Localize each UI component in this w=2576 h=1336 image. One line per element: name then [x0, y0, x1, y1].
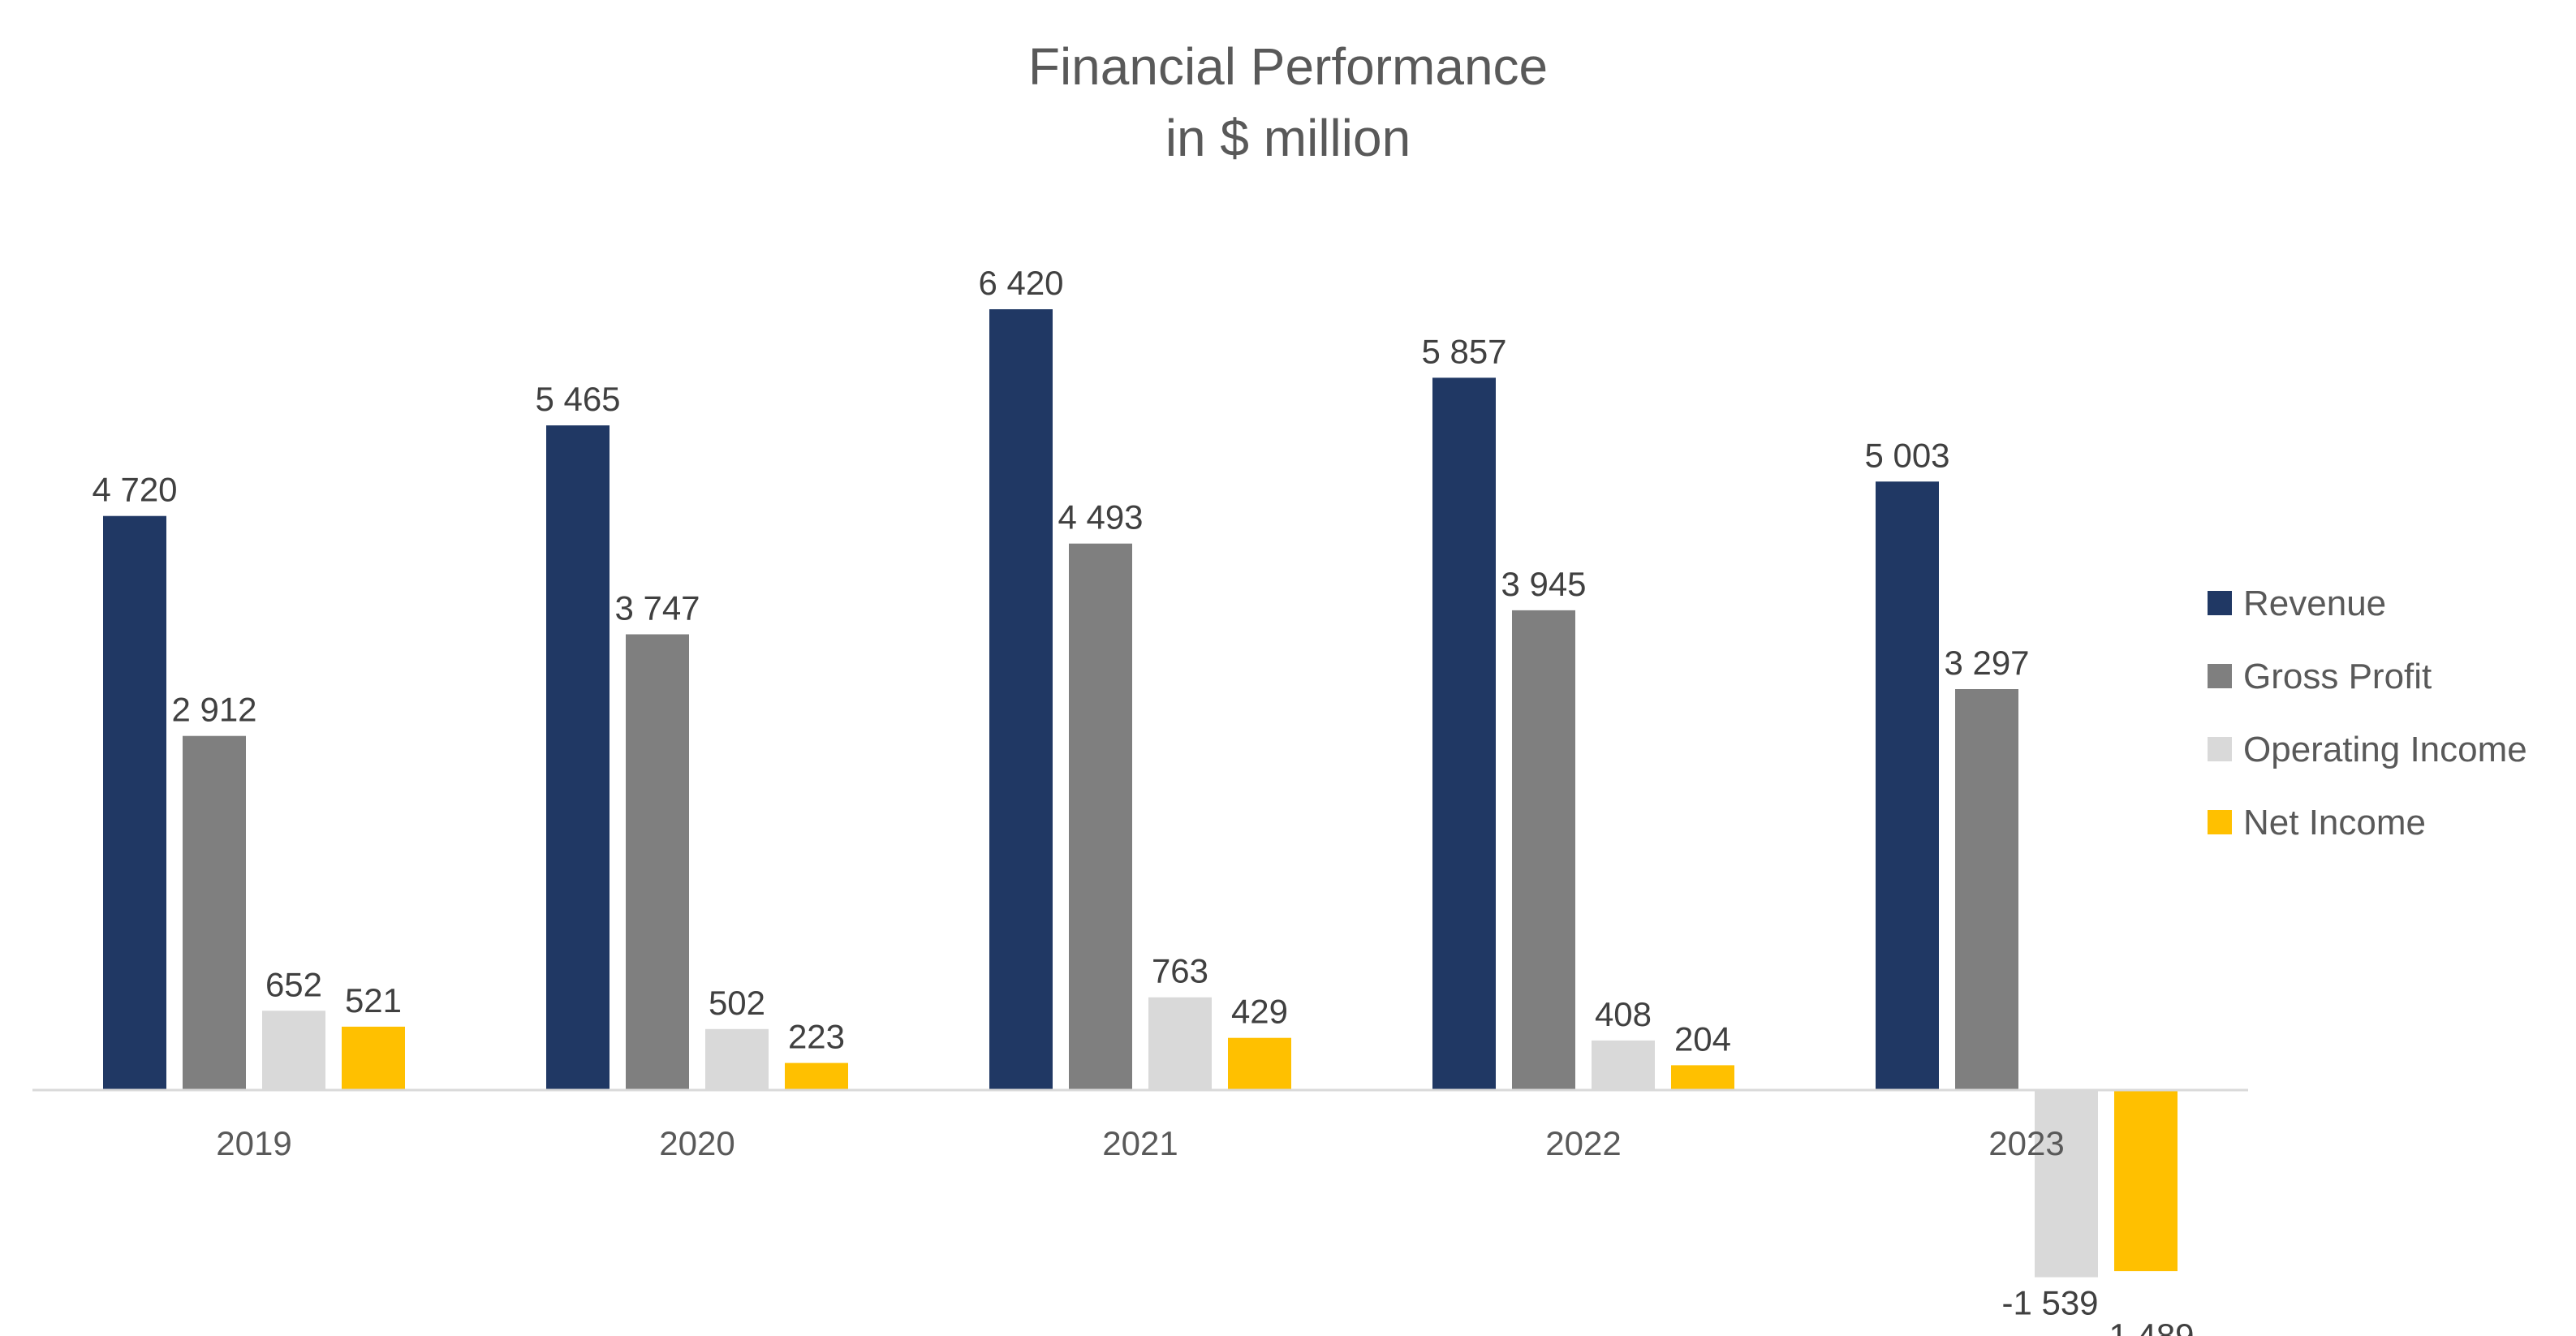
bar-revenue-2023: [1876, 481, 1939, 1090]
legend-label-gross-profit: Gross Profit: [2243, 657, 2432, 696]
bar-operating-income-2020: [705, 1028, 769, 1090]
x-tick-label-2022: 2022: [1545, 1124, 1621, 1162]
legend-label-operating-income: Operating Income: [2243, 730, 2527, 769]
data-label-revenue-2023: 5 003: [1864, 436, 1949, 474]
bar-operating-income-2019: [262, 1011, 325, 1090]
data-label-gross-profit-2019: 2 912: [171, 691, 256, 729]
bar-net-income-2021: [1228, 1037, 1291, 1090]
x-tick-label-2020: 2020: [659, 1124, 734, 1162]
bar-revenue-2022: [1432, 377, 1496, 1090]
bar-gross-profit-2023: [1955, 689, 2018, 1090]
bar-revenue-2020: [546, 425, 610, 1090]
chart-title: Financial Performance: [1028, 37, 1548, 96]
data-label-net-income-2019: 521: [345, 981, 402, 1019]
x-tick-label-2019: 2019: [216, 1124, 291, 1162]
bar-gross-profit-2020: [626, 634, 689, 1090]
bar-operating-income-2022: [1592, 1040, 1655, 1090]
bar-gross-profit-2022: [1512, 610, 1575, 1090]
legend-label-revenue: Revenue: [2243, 584, 2386, 623]
bar-revenue-2021: [989, 309, 1053, 1090]
chart-subtitle: in $ million: [1165, 109, 1411, 167]
data-label-revenue-2020: 5 465: [535, 380, 620, 418]
legend-swatch-gross-profit: [2208, 664, 2232, 688]
legend-label-net-income: Net Income: [2243, 803, 2426, 843]
data-label-net-income-2020: 223: [788, 1018, 845, 1056]
data-label-gross-profit-2021: 4 493: [1058, 498, 1143, 537]
data-label-operating-income-2023: -1 539: [2001, 1284, 2098, 1322]
bar-net-income-2023: [2114, 1090, 2178, 1272]
data-label-gross-profit-2023: 3 297: [1944, 644, 2029, 682]
data-label-operating-income-2021: 763: [1152, 952, 1208, 990]
bar-gross-profit-2021: [1069, 543, 1132, 1090]
data-labels-layer: 4 720 2 912 652 521 5 465 3 747 502 223 6 420 4 4…: [92, 264, 2194, 1336]
bar-revenue-2019: [103, 515, 166, 1090]
bars-layer: [103, 309, 2178, 1278]
data-label-gross-profit-2022: 3 945: [1501, 565, 1586, 603]
bar-net-income-2022: [1671, 1065, 1734, 1090]
data-label-revenue-2022: 5 857: [1421, 332, 1506, 370]
data-label-operating-income-2019: 652: [265, 965, 322, 1003]
data-label-revenue-2021: 6 420: [978, 264, 1063, 302]
bar-net-income-2020: [785, 1062, 848, 1090]
legend-swatch-net-income: [2208, 810, 2232, 834]
bar-operating-income-2023: [2035, 1090, 2098, 1278]
data-label-net-income-2023: -1 489: [2097, 1317, 2194, 1336]
data-label-revenue-2019: 4 720: [92, 471, 177, 509]
data-label-operating-income-2020: 502: [709, 984, 765, 1022]
data-label-operating-income-2022: 408: [1595, 995, 1652, 1033]
bar-gross-profit-2019: [183, 735, 246, 1090]
bar-operating-income-2021: [1148, 997, 1212, 1090]
legend: Revenue Gross Profit Operating Income Net I…: [2208, 584, 2527, 843]
x-tick-label-2023: 2023: [1988, 1124, 2064, 1162]
bar-net-income-2019: [342, 1026, 405, 1090]
x-tick-label-2021: 2021: [1102, 1124, 1178, 1162]
data-label-gross-profit-2020: 3 747: [614, 589, 700, 627]
legend-swatch-operating-income: [2208, 737, 2232, 761]
data-label-net-income-2022: 204: [1674, 1019, 1731, 1058]
data-label-net-income-2021: 429: [1231, 993, 1288, 1031]
x-axis-ticks: 2019 2020 2021 2022 2023: [216, 1124, 2064, 1162]
legend-swatch-revenue: [2208, 591, 2232, 615]
